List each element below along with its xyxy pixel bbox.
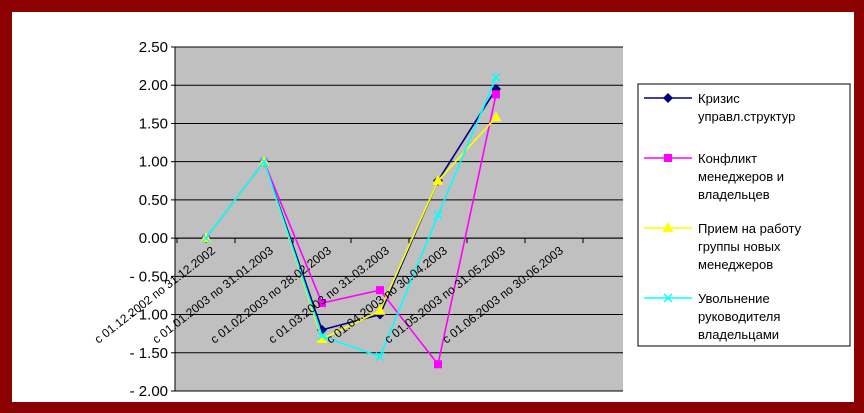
data-point (259, 157, 269, 167)
axes (174, 47, 623, 391)
legend-box (637, 83, 851, 347)
series-lines (200, 73, 502, 369)
legend-label: менеджеров и (698, 169, 784, 184)
legend-label: менеджеров (698, 257, 773, 272)
legend-label: владельцев (698, 187, 770, 202)
legend-label: Конфликт (698, 151, 757, 166)
data-point (374, 304, 386, 315)
y-tick-label: - 0.50 (130, 268, 168, 285)
chart-frame: 2.50 2.00 1.50 1.00 0.50 0.00 - 0.50 - 1.00 - 1.… (12, 12, 854, 402)
legend-entry: Конфликт менеджеров и владельцев (644, 151, 784, 202)
data-point (491, 73, 501, 83)
data-point (316, 333, 328, 344)
data-point (318, 299, 326, 308)
legend-label: группы новых (698, 239, 781, 254)
data-point (375, 352, 385, 362)
data-point (490, 111, 502, 122)
legend-entry: Увольнение руководителя владельцами (644, 291, 780, 342)
y-tick-label: 0.50 (139, 192, 168, 209)
y-tick-label: 0.00 (139, 230, 168, 247)
line-chart: 2.50 2.00 1.50 1.00 0.50 0.00 - 0.50 - 1.00 - 1.… (92, 39, 851, 400)
data-point (432, 174, 444, 185)
data-point (376, 286, 384, 295)
data-point (492, 90, 500, 99)
y-tick-label: 1.00 (139, 154, 168, 171)
legend: Кризис управл.структур Конфликт менеджеров … (637, 83, 851, 347)
legend-marker (663, 93, 673, 103)
legend-label: Увольнение (698, 291, 770, 306)
data-point (317, 331, 327, 341)
legend-label: руководителя (698, 309, 780, 324)
legend-marker (662, 222, 674, 232)
legend-label: владельцами (698, 327, 779, 342)
y-axis-tick-labels: 2.50 2.00 1.50 1.00 0.50 0.00 - 0.50 - 1.00 - 1.… (130, 39, 168, 400)
legend-label: управл.структур (698, 109, 795, 124)
y-tick-label: - 1.50 (130, 345, 168, 362)
y-tick-label: - 1.00 (130, 307, 168, 324)
y-tick-label: 2.00 (139, 77, 168, 94)
legend-label: Кризис (698, 91, 740, 106)
y-tick-label: 2.50 (139, 39, 168, 56)
data-point (434, 360, 442, 369)
y-tick-label: - 2.00 (130, 383, 168, 400)
legend-entry: Прием на работу группы новых менеджеров (644, 221, 802, 272)
data-point (433, 210, 443, 220)
legend-marker (663, 293, 673, 303)
legend-label: Прием на работу (698, 221, 802, 236)
y-tick-label: 1.50 (139, 115, 168, 132)
series-4 (201, 73, 501, 362)
series-line (205, 77, 497, 358)
legend-entry: Кризис управл.структур (644, 91, 795, 124)
plot-area (175, 47, 623, 391)
legend-marker (664, 154, 672, 162)
data-point (201, 233, 211, 243)
